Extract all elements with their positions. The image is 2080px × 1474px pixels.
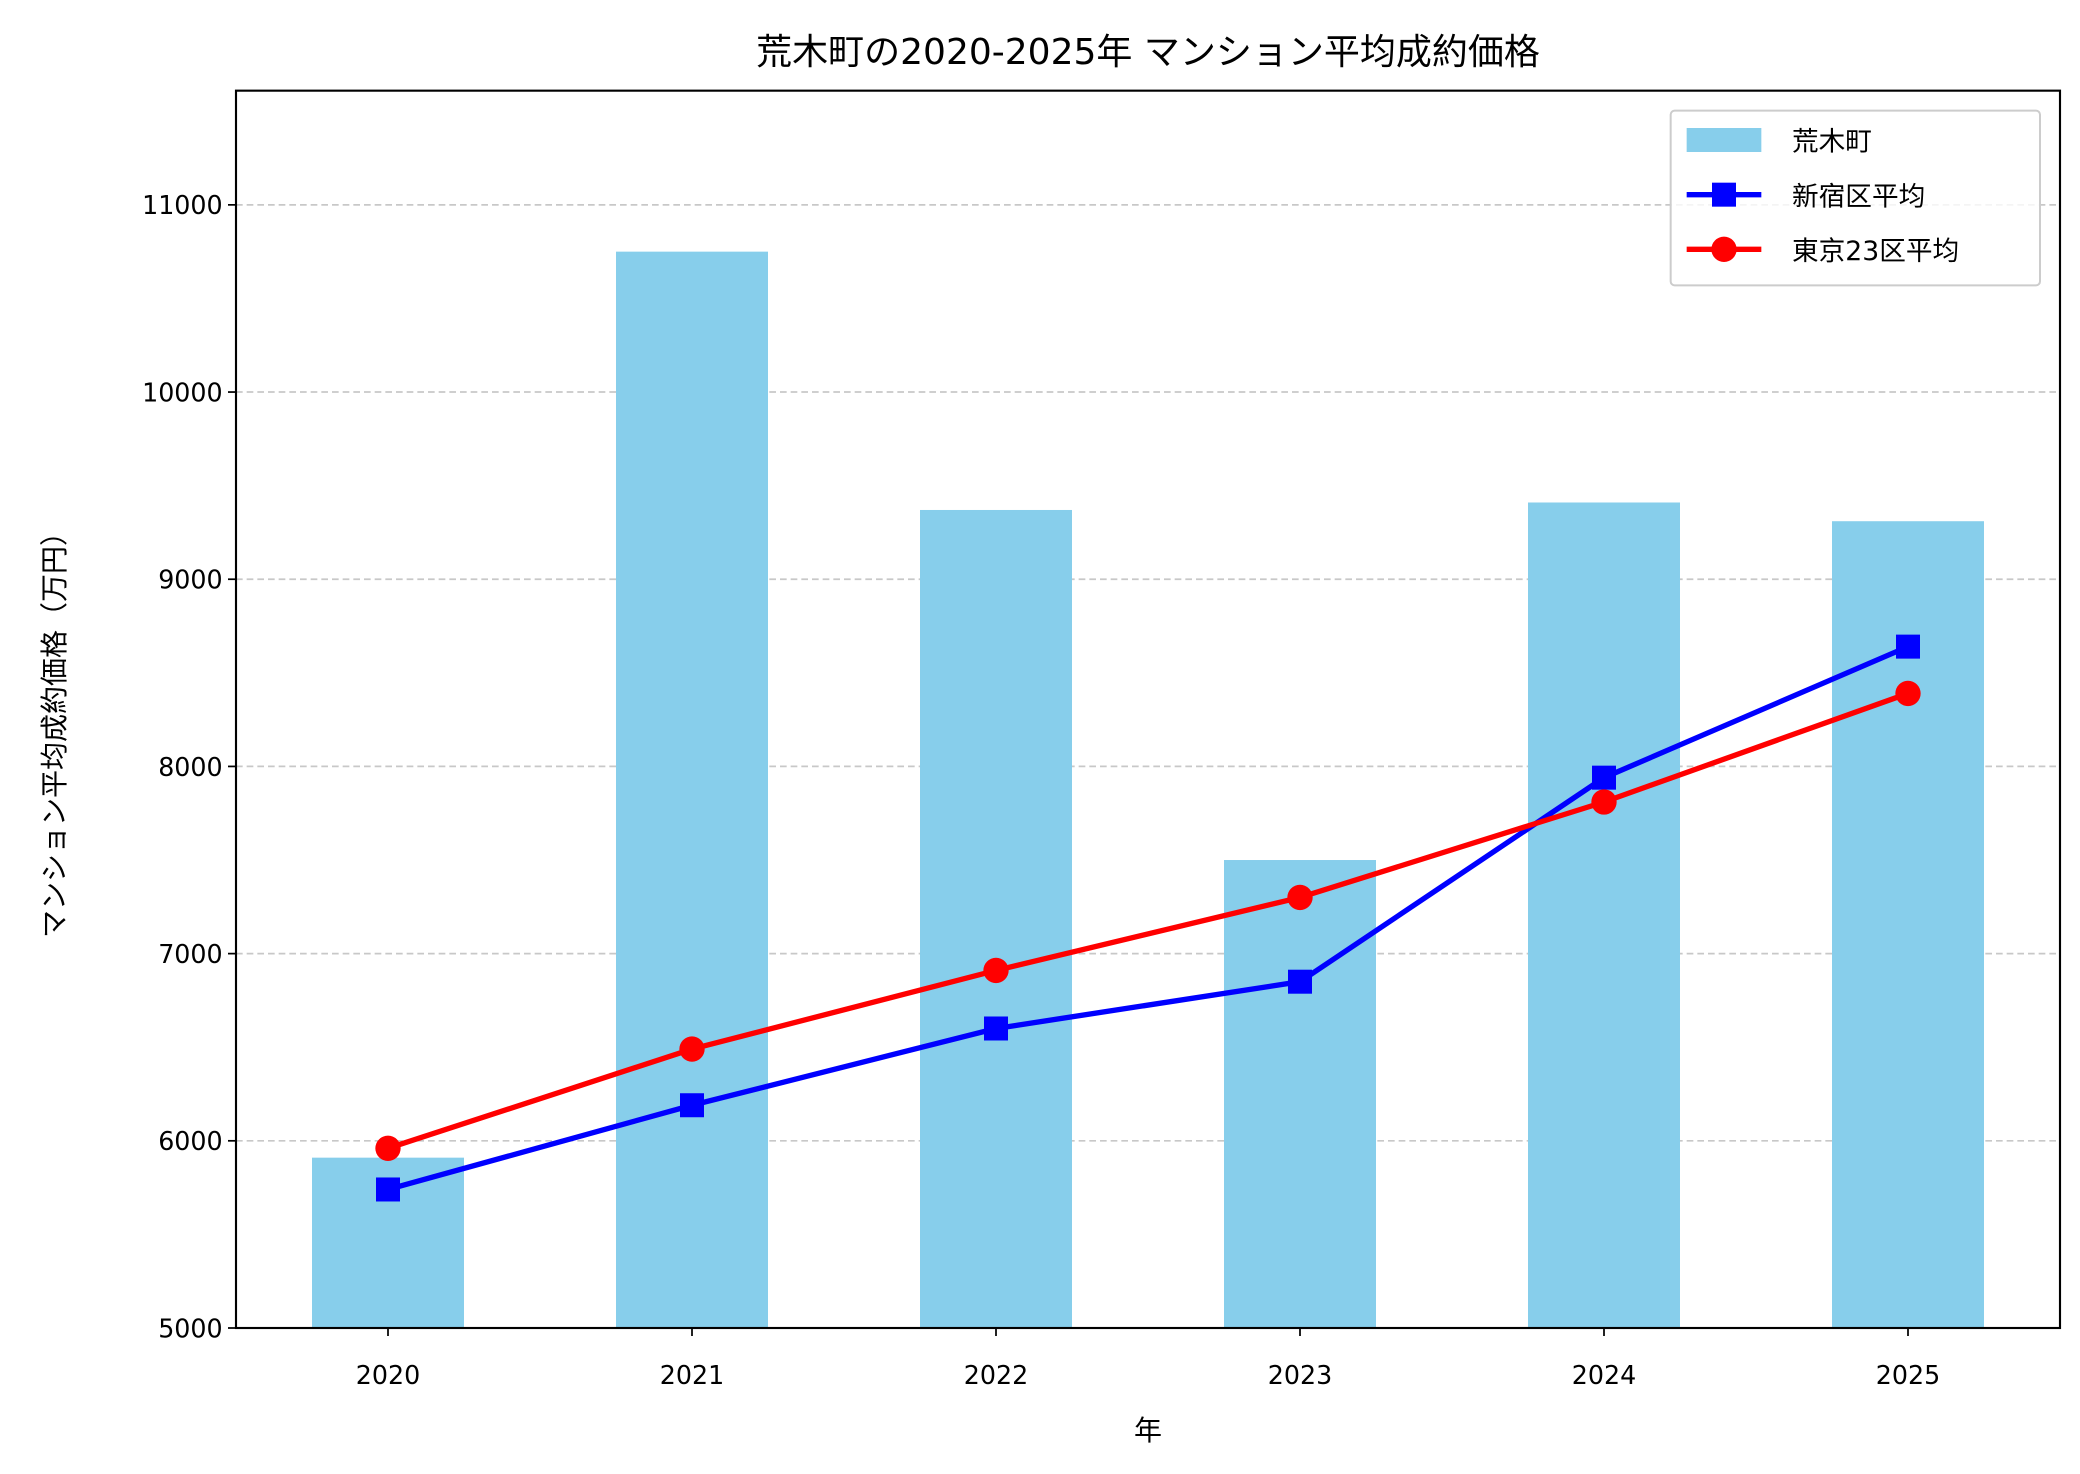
- legend-label: 東京23区平均: [1792, 236, 1959, 267]
- marker-2022: [983, 957, 1009, 984]
- marker-2020: [375, 1135, 401, 1161]
- legend-marker: [1711, 236, 1737, 262]
- marker-2023: [1287, 884, 1313, 911]
- marker-2025: [1896, 634, 1920, 659]
- x-tick-label: 2024: [1572, 1360, 1636, 1390]
- bar-2021: [616, 251, 768, 1329]
- series-line: [387, 644, 1910, 1193]
- x-axis-label: 年: [1134, 1414, 1162, 1447]
- bar-2024: [1528, 502, 1680, 1328]
- marker-2022: [984, 1016, 1008, 1041]
- marker-2024: [1592, 765, 1616, 790]
- y-tick-label: 10000: [142, 377, 223, 407]
- x-tick-label: 2025: [1876, 1360, 1940, 1390]
- grid: [236, 203, 2060, 1142]
- chart-title: 荒木町の2020-2025年 マンション平均成約価格: [756, 32, 1540, 73]
- marker-2023: [1288, 969, 1312, 994]
- y-tick-label: 6000: [158, 1126, 222, 1156]
- bar-2022: [920, 509, 1072, 1329]
- legend-label: 荒木町: [1792, 127, 1872, 158]
- y-axis: 5000 6000 7000 8000 9000 10000 11000: [142, 190, 236, 1343]
- y-tick-label: 7000: [158, 939, 222, 969]
- x-tick-label: 2023: [1268, 1360, 1332, 1390]
- lines: [375, 634, 1921, 1202]
- marker-2021: [680, 1093, 704, 1118]
- bar-2023: [1224, 860, 1376, 1328]
- x-tick-label: 2022: [964, 1360, 1028, 1390]
- marker-2021: [679, 1036, 705, 1062]
- legend-box: [1669, 109, 2041, 287]
- y-tick-label: 5000: [158, 1313, 222, 1343]
- plot-frame: [234, 89, 2062, 1330]
- marker-2020: [376, 1177, 400, 1202]
- x-axis: 2020 2021 2022 2023 2024 2025: [356, 1328, 1940, 1390]
- marker-2025: [1895, 680, 1921, 707]
- y-axis-label: マンション平均成約価格（万円）: [38, 518, 71, 938]
- series-line: [387, 690, 1909, 1151]
- y-tick-label: 11000: [142, 190, 223, 220]
- y-tick-label: 8000: [158, 752, 222, 782]
- x-tick-label: 2021: [660, 1360, 724, 1390]
- legend-label: 新宿区平均: [1792, 181, 1925, 212]
- y-tick-label: 9000: [158, 565, 222, 595]
- marker-2024: [1591, 789, 1617, 815]
- x-tick-label: 2020: [356, 1360, 420, 1390]
- legend-swatch: [1686, 128, 1762, 152]
- legend-marker: [1712, 182, 1736, 207]
- bars: [312, 251, 1984, 1329]
